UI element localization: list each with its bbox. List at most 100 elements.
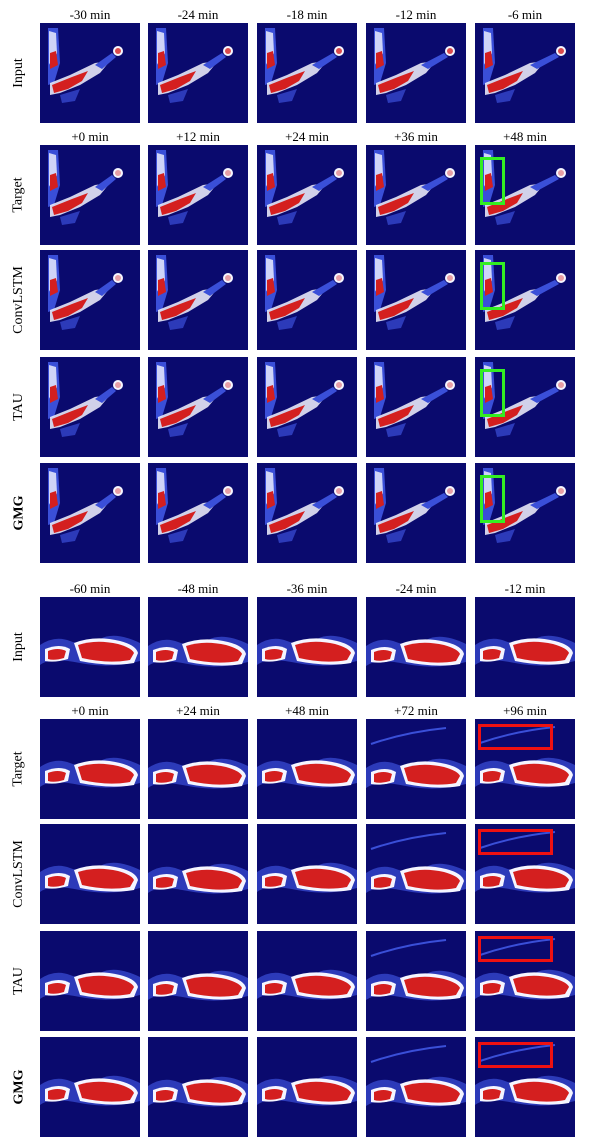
frame-convlstm-4 — [366, 250, 466, 350]
frame-tau-1 — [40, 931, 140, 1031]
frame-input-2 — [148, 23, 248, 123]
row-label-text: GMG — [11, 495, 26, 531]
row-label-input: Input — [8, 597, 30, 697]
highlight-box — [480, 262, 505, 310]
frame-tau-5 — [475, 357, 575, 457]
frame-gmg-5 — [475, 463, 575, 563]
highlight-box — [480, 157, 505, 205]
output-time-label: +12 min — [176, 129, 220, 144]
input-time-label: -24 min — [395, 581, 437, 596]
frame-input-3 — [257, 23, 357, 123]
frame-input-3 — [257, 597, 357, 697]
frame-tau-2 — [148, 357, 248, 457]
output-time-label: +0 min — [71, 129, 109, 144]
frame-input-5 — [475, 23, 575, 123]
frame-convlstm-1 — [40, 824, 140, 924]
row-label-text: ConvLSTM — [11, 266, 26, 334]
frame-gmg-5 — [475, 1037, 575, 1137]
input-time-label: -12 min — [504, 581, 546, 596]
highlight-box — [480, 369, 505, 417]
frame-target-2 — [148, 719, 248, 819]
frame-input-2 — [148, 597, 248, 697]
row-label-gmg: GMG — [8, 463, 30, 563]
input-time-label: -24 min — [177, 7, 219, 22]
input-time-label: -48 min — [177, 581, 219, 596]
frame-gmg-3 — [257, 1037, 357, 1137]
input-time-label: -12 min — [395, 7, 437, 22]
frame-convlstm-4 — [366, 824, 466, 924]
frame-gmg-4 — [366, 463, 466, 563]
frame-target-4 — [366, 145, 466, 245]
frame-convlstm-3 — [257, 824, 357, 924]
frame-tau-3 — [257, 931, 357, 1031]
highlight-box — [478, 724, 553, 750]
row-label-gmg: GMG — [8, 1037, 30, 1137]
frame-tau-1 — [40, 357, 140, 457]
row-label-convlstm: ConvLSTM — [8, 250, 30, 350]
frame-convlstm-3 — [257, 250, 357, 350]
row-label-text: ConvLSTM — [11, 840, 26, 908]
frame-target-3 — [257, 145, 357, 245]
input-time-label: -18 min — [286, 7, 328, 22]
row-label-text: TAU — [11, 393, 26, 421]
figure-block-2: -60 min -48 min -36 min -24 min -12 min +0 mi… — [0, 574, 589, 1144]
frame-target-3 — [257, 719, 357, 819]
frame-input-1 — [40, 23, 140, 123]
row-label-text: Input — [11, 632, 26, 662]
frame-gmg-2 — [148, 463, 248, 563]
output-time-label: +48 min — [503, 129, 547, 144]
input-time-label: -60 min — [69, 581, 111, 596]
output-time-label: +24 min — [176, 703, 220, 718]
frame-target-1 — [40, 145, 140, 245]
highlight-box — [480, 475, 505, 523]
row-label-text: Input — [11, 58, 26, 88]
frame-convlstm-1 — [40, 250, 140, 350]
row-label-target: Target — [8, 719, 30, 819]
frame-gmg-1 — [40, 463, 140, 563]
frame-target-4 — [366, 719, 466, 819]
figure-block-1: -30 min -24 min -18 min -12 min -6 min +0 min… — [0, 0, 589, 570]
highlight-box — [478, 1042, 553, 1068]
input-time-label: -30 min — [69, 7, 111, 22]
row-label-text: Target — [11, 177, 26, 213]
frame-tau-4 — [366, 357, 466, 457]
frame-convlstm-5 — [475, 250, 575, 350]
output-time-label: +36 min — [394, 129, 438, 144]
frame-input-5 — [475, 597, 575, 697]
frame-convlstm-5 — [475, 824, 575, 924]
row-label-convlstm: ConvLSTM — [8, 824, 30, 924]
frame-tau-4 — [366, 931, 466, 1031]
row-label-text: Target — [11, 751, 26, 787]
output-time-label: +24 min — [285, 129, 329, 144]
frame-target-5 — [475, 719, 575, 819]
frame-gmg-2 — [148, 1037, 248, 1137]
row-label-input: Input — [8, 23, 30, 123]
frame-tau-5 — [475, 931, 575, 1031]
row-label-target: Target — [8, 145, 30, 245]
frame-gmg-1 — [40, 1037, 140, 1137]
frame-target-2 — [148, 145, 248, 245]
frame-target-1 — [40, 719, 140, 819]
output-time-label: +96 min — [503, 703, 547, 718]
input-time-label: -36 min — [286, 581, 328, 596]
output-time-label: +0 min — [71, 703, 109, 718]
highlight-box — [478, 936, 553, 962]
row-label-tau: TAU — [8, 931, 30, 1031]
input-time-label: -6 min — [507, 7, 543, 22]
frame-input-4 — [366, 23, 466, 123]
highlight-box — [478, 829, 553, 855]
frame-gmg-4 — [366, 1037, 466, 1137]
row-label-tau: TAU — [8, 357, 30, 457]
frame-convlstm-2 — [148, 250, 248, 350]
frame-input-4 — [366, 597, 466, 697]
frame-gmg-3 — [257, 463, 357, 563]
row-label-text: GMG — [11, 1069, 26, 1105]
frame-input-1 — [40, 597, 140, 697]
frame-target-5 — [475, 145, 575, 245]
frame-tau-3 — [257, 357, 357, 457]
frame-tau-2 — [148, 931, 248, 1031]
output-time-label: +72 min — [394, 703, 438, 718]
frame-convlstm-2 — [148, 824, 248, 924]
output-time-label: +48 min — [285, 703, 329, 718]
row-label-text: TAU — [11, 967, 26, 995]
